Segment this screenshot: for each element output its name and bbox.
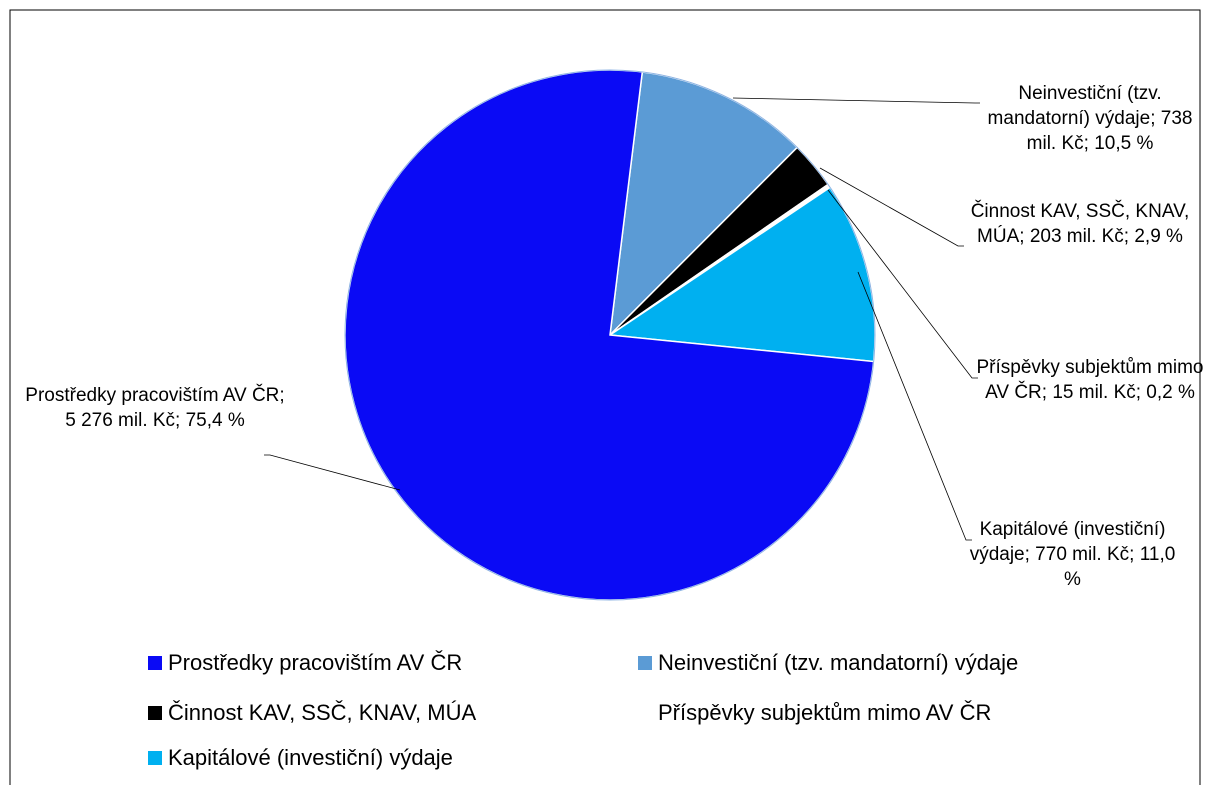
leader-line <box>732 97 980 104</box>
legend-item: Kapitálové (investiční) výdaje <box>148 745 453 771</box>
leader-line <box>819 167 964 247</box>
legend-item: Příspěvky subjektům mimo AV ČR <box>638 700 991 726</box>
legend-item: Neinvestiční (tzv. mandatorní) výdaje <box>638 650 1018 676</box>
legend-swatch <box>148 656 162 670</box>
leader-line <box>827 189 978 379</box>
legend-label: Neinvestiční (tzv. mandatorní) výdaje <box>658 650 1019 675</box>
pie-outline <box>344 69 876 601</box>
leader-line <box>857 271 972 541</box>
leader-lines <box>264 97 980 541</box>
legend-swatch <box>638 706 652 720</box>
legend-label: Příspěvky subjektům mimo AV ČR <box>658 700 992 725</box>
data-label: Činnost KAV, SSČ, KNAV, MÚA; 203 mil. Kč… <box>970 201 1190 247</box>
legend-label: Činnost KAV, SSČ, KNAV, MÚA <box>168 700 477 725</box>
legend-label: Kapitálové (investiční) výdaje <box>168 745 453 770</box>
data-label: Příspěvky subjektům mimo AV ČR; 15 mil. … <box>976 357 1204 403</box>
data-label: Neinvestiční (tzv. mandatorní) výdaje; 7… <box>987 83 1193 154</box>
legend-swatch <box>148 706 162 720</box>
frame <box>9 9 1201 785</box>
legend-item: Činnost KAV, SSČ, KNAV, MÚA <box>148 700 476 726</box>
legend-item: Prostředky pracovištím AV ČR <box>148 650 462 676</box>
leader-line <box>264 454 401 491</box>
data-label: Kapitálové (investiční) výdaje; 770 mil.… <box>969 519 1176 590</box>
legend-label: Prostředky pracovištím AV ČR <box>168 650 463 675</box>
legend-swatch <box>638 656 652 670</box>
data-label: Prostředky pracovištím AV ČR; 5 276 mil.… <box>25 385 285 431</box>
legend-swatch <box>148 751 162 765</box>
